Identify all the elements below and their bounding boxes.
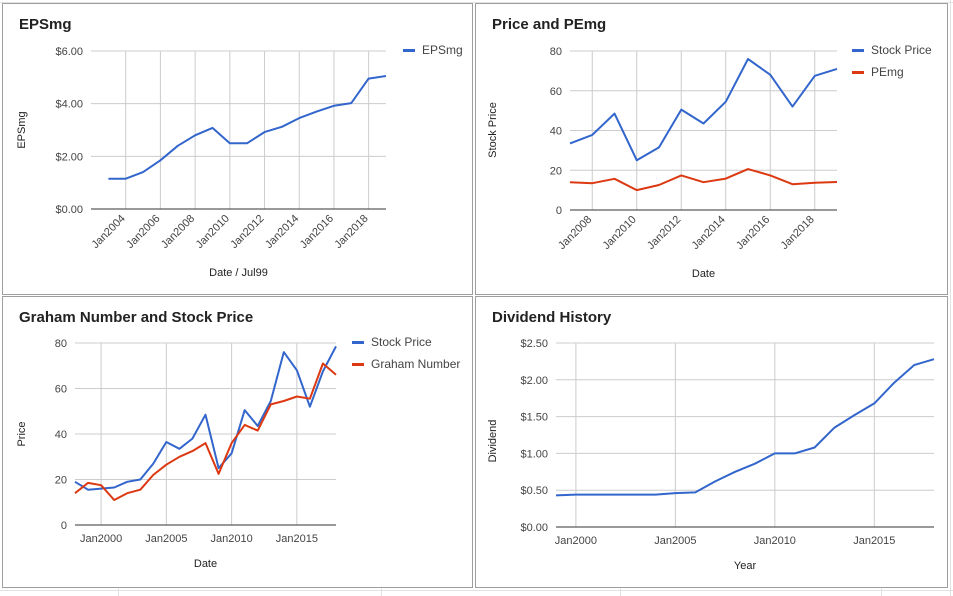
- chart-title: EPSmg: [19, 16, 72, 33]
- x-tick-label: Jan2015: [276, 533, 318, 545]
- y-tick-label: $2.00: [55, 151, 83, 163]
- y-tick-label: 80: [550, 46, 562, 58]
- y-tick-label: $0.00: [520, 522, 548, 534]
- dividend-history-chart-panel[interactable]: Dividend History $0.00 $0.50 $1.00 $1.50 $2.…: [475, 296, 948, 588]
- price-pemg-chart-panel[interactable]: Price and PEmg 0 20 40 60 80 Jan2008 Jan2010 Ja…: [475, 3, 948, 295]
- y-tick-label: 80: [55, 338, 67, 350]
- legend-label: EPSmg: [422, 43, 463, 57]
- graham-number-chart-panel[interactable]: Graham Number and Stock Price 0 20 40 60 80 J…: [2, 296, 473, 588]
- x-tick-label: Jan2004: [89, 213, 127, 251]
- x-tick-label: Jan2010: [210, 533, 252, 545]
- y-tick-label: $4.00: [55, 99, 83, 111]
- x-tick-label: Jan2014: [263, 213, 301, 251]
- y-tick-label: $2.00: [520, 375, 548, 387]
- legend-label: Stock Price: [371, 335, 432, 349]
- x-tick-label: Jan2010: [754, 535, 796, 547]
- chart-title: Price and PEmg: [492, 16, 607, 33]
- x-tick-label: Jan2014: [690, 214, 728, 252]
- series-line-stock-price: [74, 345, 337, 491]
- x-tick-label: Jan2000: [80, 533, 122, 545]
- y-tick-label: $1.50: [520, 412, 548, 424]
- x-tick-label: Jan2008: [556, 214, 594, 252]
- graham-number-chart: 0 20 40 60 80 Jan2000 Jan2005 Jan2010 Jan2015 Dat…: [16, 335, 460, 570]
- x-tick-label: Jan2018: [779, 214, 817, 252]
- x-tick-label: Jan2006: [124, 213, 162, 251]
- y-tick-label: 60: [550, 86, 562, 98]
- y-axis-title: EPSmg: [16, 111, 28, 148]
- y-tick-label: $2.50: [520, 338, 548, 350]
- legend-swatch: [852, 49, 864, 52]
- x-tick-label: Jan2016: [298, 213, 336, 251]
- x-tick-label: Jan2000: [555, 535, 597, 547]
- x-tick-label: Jan2018: [332, 213, 370, 251]
- y-tick-label: $6.00: [55, 46, 83, 58]
- y-tick-label: $0.00: [55, 204, 83, 216]
- y-tick-label: 40: [550, 126, 562, 138]
- chart-title: Graham Number and Stock Price: [19, 309, 254, 326]
- y-tick-label: 0: [556, 205, 562, 217]
- x-tick-label: Jan2012: [645, 214, 683, 252]
- x-tick-label: Jan2008: [159, 213, 197, 251]
- legend-swatch: [352, 341, 364, 344]
- y-tick-label: $1.00: [520, 448, 548, 460]
- y-axis-title: Dividend: [487, 420, 499, 463]
- x-tick-label: Jan2015: [853, 535, 895, 547]
- legend-swatch: [403, 49, 415, 52]
- x-axis-title: Date: [194, 558, 217, 570]
- y-tick-label: 20: [55, 475, 67, 487]
- series-line-pemg: [569, 168, 838, 192]
- legend-label: Graham Number: [371, 357, 460, 371]
- y-tick-label: 60: [55, 384, 67, 396]
- legend-swatch: [852, 71, 864, 74]
- x-axis-title: Year: [734, 560, 757, 572]
- y-axis-title: Stock Price: [487, 102, 499, 158]
- y-tick-label: $0.50: [520, 485, 548, 497]
- x-tick-label: Jan2016: [734, 214, 772, 252]
- series-line-stock-price: [569, 58, 838, 162]
- legend-label: Stock Price: [871, 43, 932, 57]
- chart-title: Dividend History: [492, 309, 612, 326]
- epsmg-chart: $0.00 $2.00 $4.00 $6.00 Jan2004Jan2006Jan200…: [16, 43, 463, 279]
- series-line-dividend: [555, 358, 935, 497]
- x-tick-label: Jan2010: [601, 214, 639, 252]
- x-axis-title: Date: [692, 268, 715, 280]
- x-tick-label: Jan2012: [228, 213, 266, 251]
- y-axis-title: Price: [16, 421, 28, 446]
- x-tick-label: Jan2005: [654, 535, 696, 547]
- dividend-history-chart: $0.00 $0.50 $1.00 $1.50 $2.00 $2.50 Jan2000 Jan…: [487, 338, 935, 572]
- x-tick-label: Jan2005: [145, 533, 187, 545]
- y-tick-label: 0: [61, 520, 67, 532]
- legend-swatch: [352, 363, 364, 366]
- x-axis-title: Date / Jul99: [209, 267, 268, 279]
- series-line-graham-number: [74, 362, 337, 501]
- epsmg-chart-panel[interactable]: EPSmg $0.00 $2.00 $4.00 $6.00 Jan2004 Jan2006…: [2, 3, 473, 295]
- y-tick-label: 40: [55, 429, 67, 441]
- series-line-epsmg: [108, 75, 387, 180]
- y-tick-label: 20: [550, 165, 562, 177]
- x-tick-label: Jan2010: [194, 213, 232, 251]
- legend-label: PEmg: [871, 65, 904, 79]
